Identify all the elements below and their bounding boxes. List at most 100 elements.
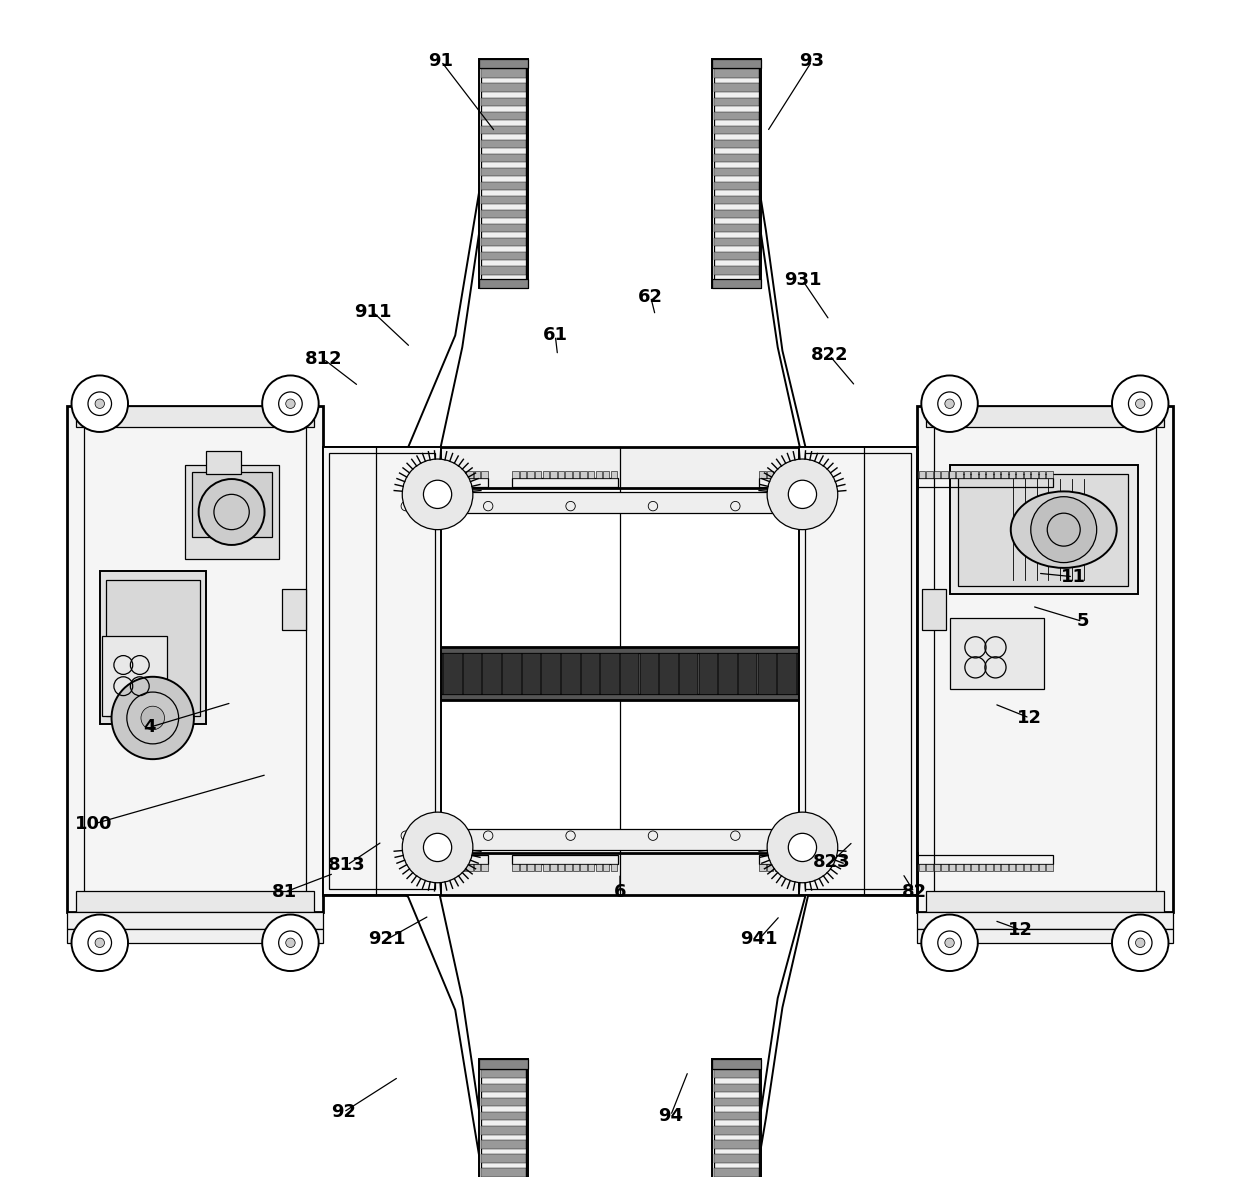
Bar [714,98,759,106]
Bar [481,154,526,162]
Bar [835,471,842,478]
Bar [1039,864,1045,871]
Bar [714,1112,759,1121]
Text: 921: 921 [368,930,405,949]
Bar [1047,471,1053,478]
Bar [768,864,774,871]
Bar [444,471,450,478]
Bar [603,471,610,478]
Bar [842,673,863,706]
Bar [714,1062,759,1177]
Bar [986,864,993,871]
Bar [926,471,932,478]
Bar [714,61,759,286]
Bar [353,471,361,478]
Bar [84,420,306,898]
Bar [1032,864,1038,871]
Bar [479,279,528,288]
Text: 11: 11 [1060,567,1086,586]
Bar [67,929,324,943]
Bar [418,647,822,700]
Text: 12: 12 [1008,920,1033,939]
Circle shape [1112,915,1168,971]
Bar [956,864,962,871]
Text: 822: 822 [811,346,848,365]
Bar [812,471,818,478]
Bar [949,864,955,871]
Bar [934,864,940,871]
Bar [67,912,324,929]
Bar [565,864,572,871]
Bar [941,471,947,478]
Bar [481,864,487,871]
Bar [843,864,849,871]
Bar [580,653,599,694]
Circle shape [1112,375,1168,432]
Bar [919,864,925,871]
Bar [1001,864,1008,871]
Circle shape [945,399,955,408]
Bar [1039,471,1045,478]
Bar [384,864,391,871]
Circle shape [262,915,319,971]
Bar [718,653,737,694]
Bar [543,864,549,871]
Bar [423,653,441,694]
Bar [481,181,526,191]
Bar [481,238,526,246]
Bar [474,864,480,871]
Polygon shape [728,113,849,494]
Bar [414,864,420,871]
Bar [842,636,863,671]
Text: 61: 61 [543,326,568,345]
Bar [714,69,759,78]
Text: 5: 5 [1076,612,1089,631]
Bar [858,864,864,871]
Bar [941,864,947,871]
Bar [851,864,857,871]
Bar [714,1169,759,1177]
Text: 931: 931 [784,271,821,290]
Bar [429,471,435,478]
Bar [565,471,572,478]
Bar [714,168,759,177]
Circle shape [198,479,264,545]
Bar [191,472,272,537]
Bar [712,59,761,288]
Bar [185,465,279,559]
Text: 94: 94 [658,1106,683,1125]
Bar [512,864,518,871]
Bar [331,471,337,478]
Bar [897,471,903,478]
Bar [481,1141,526,1149]
Bar [580,471,587,478]
Bar [971,864,977,871]
Bar [827,471,835,478]
Bar [377,471,383,478]
Bar [481,1098,526,1106]
Bar [479,1059,528,1069]
Bar [863,447,916,895]
Bar [466,864,472,871]
Bar [1047,864,1053,871]
Bar [534,471,542,478]
Bar [384,471,391,478]
Bar [527,471,534,478]
Polygon shape [391,847,512,1177]
Bar [950,465,1138,594]
Bar [759,855,864,864]
Bar [482,653,501,694]
Bar [346,471,352,478]
Bar [1032,471,1038,478]
Bar [993,471,1001,478]
Bar [712,279,761,288]
Circle shape [402,812,472,883]
Bar [392,471,398,478]
Bar [1009,864,1016,871]
Bar [573,471,579,478]
Bar [714,1070,759,1078]
Bar [843,471,849,478]
Bar [459,864,465,871]
Circle shape [1136,399,1145,408]
Circle shape [72,915,128,971]
